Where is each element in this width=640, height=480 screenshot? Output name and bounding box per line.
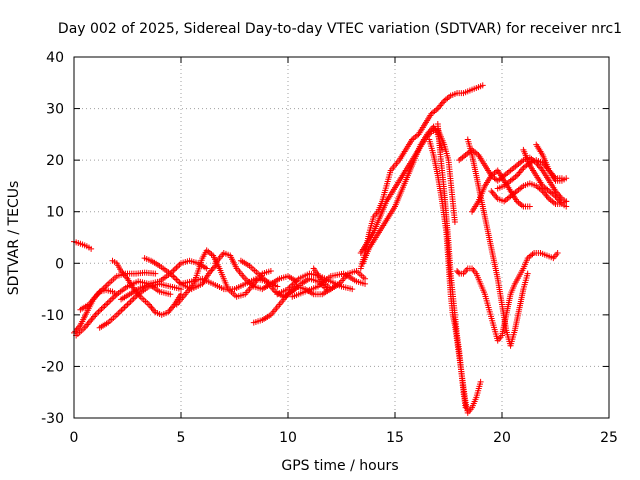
- series-arc-h: [141, 255, 219, 293]
- x-tick-label: 15: [386, 430, 404, 446]
- data-point: [100, 304, 107, 311]
- data-point: [130, 295, 137, 302]
- y-tick-label: 20: [46, 153, 64, 169]
- series-arc-w: [464, 136, 531, 349]
- data-point: [168, 272, 175, 279]
- series-arc-ab: [533, 141, 570, 184]
- data-point: [119, 305, 126, 312]
- data-point: [118, 307, 125, 314]
- data-point: [96, 307, 103, 314]
- x-tick-label: 25: [600, 430, 618, 446]
- series-arc-f: [109, 257, 184, 318]
- data-point: [112, 292, 119, 299]
- data-point: [121, 304, 128, 311]
- y-tick-label: -20: [41, 359, 64, 375]
- y-tick-label: 10: [46, 205, 64, 221]
- data-point: [129, 297, 136, 304]
- x-tick-label: 0: [70, 430, 79, 446]
- data-point: [115, 310, 122, 317]
- series-arc-v: [454, 249, 561, 344]
- data-point: [116, 308, 123, 315]
- data-point: [103, 301, 110, 308]
- data-point: [103, 282, 110, 289]
- data-point: [126, 300, 133, 307]
- y-tick-label: -10: [41, 308, 64, 324]
- data-point: [274, 283, 281, 290]
- y-tick-label: 0: [55, 256, 64, 272]
- x-tick-label: 10: [279, 430, 297, 446]
- y-tick-label: 30: [46, 102, 64, 118]
- data-point: [267, 268, 274, 275]
- data-point: [462, 404, 469, 411]
- series-arc-i: [173, 247, 274, 308]
- series-arc-q: [357, 82, 486, 272]
- plot-frame: [73, 56, 610, 419]
- data-point: [127, 298, 134, 305]
- data-point: [203, 265, 210, 272]
- data-point: [178, 286, 184, 293]
- data-point: [455, 269, 462, 276]
- series-arc-p: [289, 270, 369, 300]
- data-point: [362, 275, 369, 282]
- data-point: [477, 378, 484, 385]
- data-point: [563, 175, 570, 182]
- data-point: [152, 270, 159, 277]
- data-point: [479, 82, 486, 89]
- axis-ticks: 0 5 10 15 20 25 -30 -20 -10 0 10 20 30 40: [41, 50, 618, 446]
- data-point: [167, 291, 174, 298]
- data-point: [171, 275, 178, 282]
- series-arc-g: [118, 257, 210, 303]
- series-arc-n: [274, 270, 356, 298]
- y-tick-label: -30: [41, 411, 64, 427]
- y-axis-label: SDTVAR / TECUs: [6, 181, 22, 296]
- data-point: [107, 297, 114, 304]
- chart-title: Day 002 of 2025, Sidereal Day-to-day VTE…: [58, 21, 622, 37]
- series-arc-t: [426, 136, 484, 416]
- data-point: [173, 276, 180, 283]
- data-point: [173, 264, 180, 271]
- data-point: [93, 310, 100, 317]
- grid-lines: [74, 57, 609, 418]
- data-point: [124, 301, 131, 308]
- series-arc-ac: [469, 167, 533, 215]
- data-point: [88, 245, 95, 252]
- series-arc-u: [434, 121, 469, 411]
- data-point: [104, 300, 111, 307]
- data-point: [171, 266, 178, 273]
- x-tick-label: 5: [177, 430, 186, 446]
- data-point: [362, 280, 369, 287]
- series-arc-s: [359, 123, 446, 267]
- data-point: [106, 298, 113, 305]
- data-point: [95, 308, 102, 315]
- data-point: [526, 203, 533, 210]
- data-point: [174, 263, 181, 270]
- data-point: [349, 286, 356, 293]
- data-point: [98, 305, 105, 312]
- data-point: [122, 303, 129, 310]
- y-tick-label: 40: [46, 50, 64, 66]
- data-point: [109, 295, 116, 302]
- data-point: [563, 203, 570, 210]
- data-point: [554, 249, 561, 256]
- series-arc-y: [488, 180, 570, 207]
- data-points: [71, 82, 570, 416]
- data-point: [101, 303, 108, 310]
- data-point: [451, 219, 458, 226]
- data-point: [110, 294, 117, 301]
- series-arc-aa: [520, 146, 570, 210]
- x-tick-label: 20: [493, 430, 511, 446]
- data-point: [563, 198, 570, 205]
- x-axis-label: GPS time / hours: [281, 458, 398, 474]
- data-point: [102, 283, 109, 290]
- data-point: [174, 277, 181, 284]
- data-point: [524, 270, 531, 277]
